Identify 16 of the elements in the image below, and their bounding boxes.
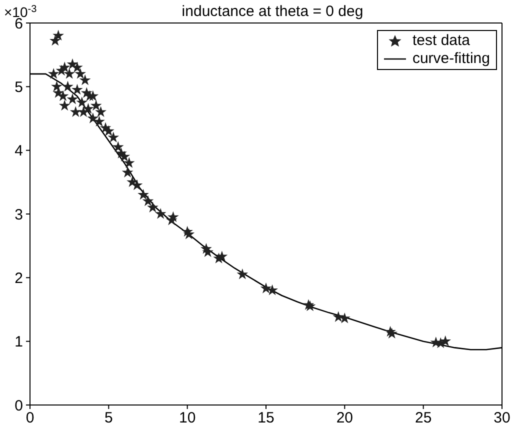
- x-tick-label: 0: [26, 410, 34, 427]
- y-tick-label: 1: [14, 334, 23, 351]
- y-tick-label: 0: [14, 397, 23, 414]
- legend-label: test data: [412, 32, 470, 50]
- x-tick-label: 10: [178, 410, 196, 427]
- y-tick-label: 5: [14, 78, 23, 96]
- x-tick-label: 15: [258, 410, 274, 427]
- chart-title: inductance at theta = 0 deg: [182, 3, 364, 20]
- x-tick-label: 20: [336, 410, 354, 427]
- x-tick-label: 25: [414, 410, 432, 427]
- y-tick-label: 2: [14, 270, 23, 287]
- x-tick-label: 5: [104, 410, 113, 427]
- x-tick-label: 30: [494, 410, 510, 427]
- y-tick-label: 3: [14, 206, 23, 224]
- legend-label: curve-fitting: [412, 50, 490, 68]
- y-tick-label: 4: [14, 142, 23, 160]
